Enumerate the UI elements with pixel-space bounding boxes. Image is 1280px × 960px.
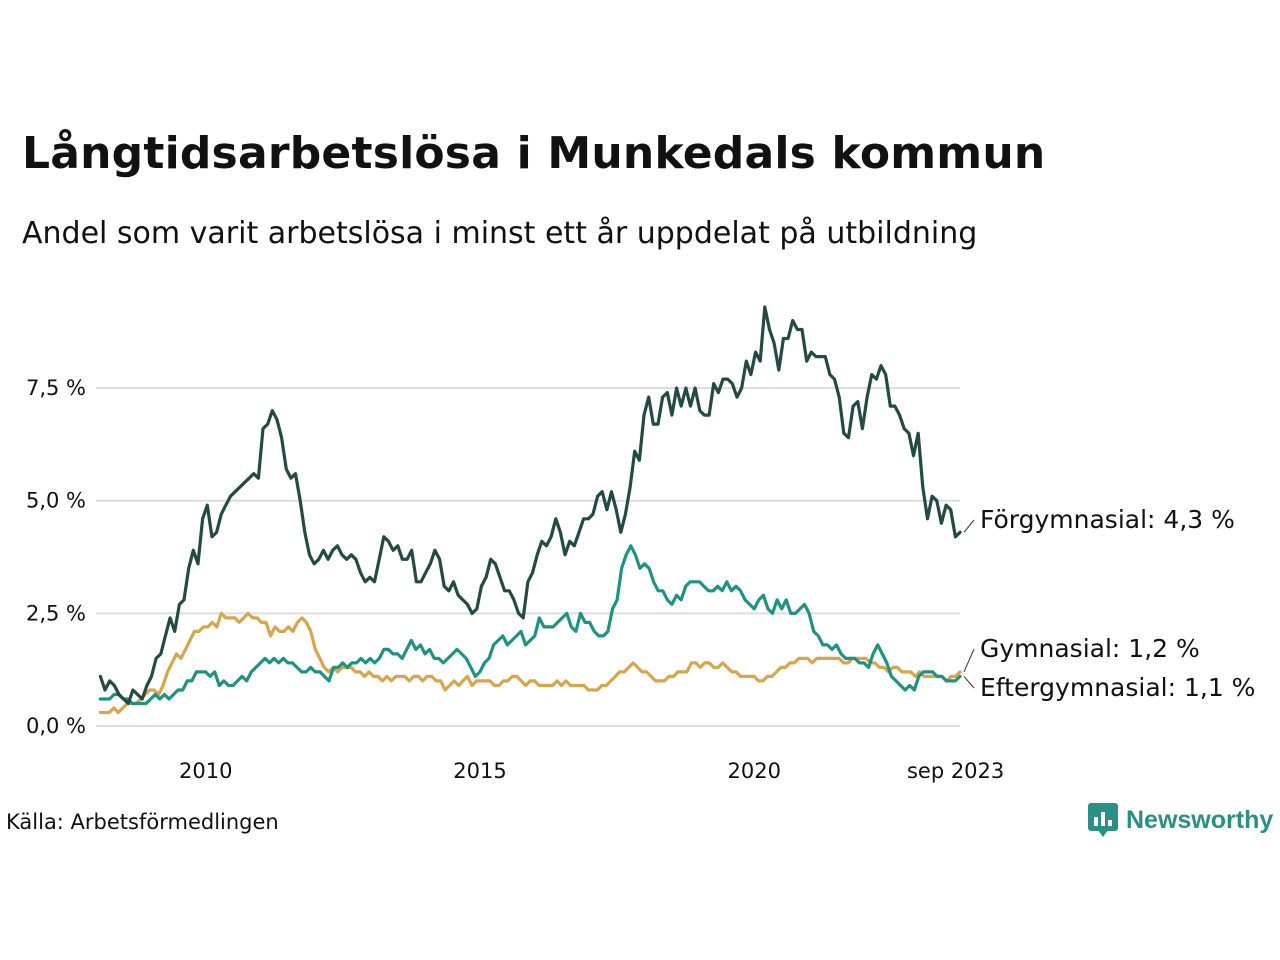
chart-title: Långtidsarbetslösa i Munkedals kommun [22, 128, 1046, 179]
newsworthy-logo-icon [1088, 803, 1118, 837]
x-axis-labels: 2010 2015 2020 sep 2023 [179, 759, 1004, 783]
series-layer [98, 305, 962, 715]
x-tick-label: 2015 [453, 759, 506, 783]
x-tick-label: 2020 [728, 759, 781, 783]
y-axis-labels: 0,0 % 2,5 % 5,0 % 7,5 % [26, 376, 86, 738]
series-line-gymnasial [98, 611, 962, 715]
grid-layer [96, 387, 960, 727]
brand-name: Newsworthy [1126, 805, 1274, 834]
y-tick-label: 0,0 % [26, 714, 86, 738]
series-line-eftergymnasial [98, 544, 962, 706]
y-tick-label: 7,5 % [26, 376, 86, 400]
x-tick-label: sep 2023 [907, 759, 1004, 783]
x-tick-label: 2010 [179, 759, 232, 783]
series-end-label: Gymnasial: 1,2 % [980, 634, 1200, 663]
chart-subtitle: Andel som varit arbetslösa i minst ett å… [22, 216, 978, 251]
y-tick-label: 2,5 % [26, 601, 86, 625]
series-line-forgymnasial [98, 305, 962, 706]
brand: Newsworthy [1088, 803, 1273, 837]
label-connector [963, 648, 975, 673]
series-end-label: Eftergymnasial: 1,1 % [980, 673, 1255, 702]
end-labels: Förgymnasial: 4,3 % Gymnasial: 1,2 % Efter… [963, 505, 1255, 702]
label-connector [963, 676, 975, 689]
source-note: Källa: Arbetsförmedlingen [6, 810, 279, 834]
label-connector [963, 519, 975, 533]
y-tick-label: 5,0 % [26, 489, 86, 513]
series-end-label: Förgymnasial: 4,3 % [980, 505, 1235, 534]
